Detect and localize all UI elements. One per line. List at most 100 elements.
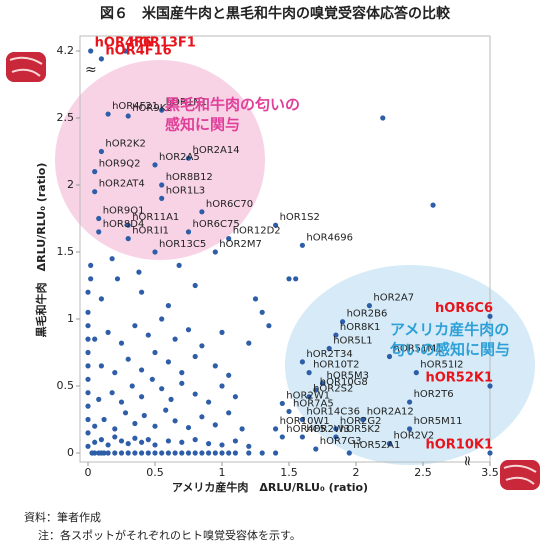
- point: [96, 215, 102, 222]
- point: [286, 276, 292, 282]
- point: [226, 450, 232, 456]
- point: [212, 422, 218, 428]
- point: [306, 370, 312, 376]
- point-label: hOR10K1: [425, 438, 493, 453]
- point: [313, 387, 319, 393]
- point: [85, 336, 91, 342]
- point-label: hOR2A12: [367, 407, 414, 418]
- point: [105, 111, 111, 117]
- point: [206, 441, 212, 447]
- point: [266, 323, 272, 329]
- point-label: hOR52K1: [425, 371, 493, 386]
- point-label: hOR9K2: [132, 103, 172, 114]
- point: [136, 269, 142, 275]
- point: [118, 450, 125, 456]
- point: [112, 426, 118, 432]
- point: [346, 450, 352, 456]
- point: [159, 316, 165, 322]
- y-tick-label: 2: [67, 178, 74, 191]
- point: [92, 336, 98, 342]
- point-label: hOR7A5: [293, 398, 334, 409]
- meat-icon: [6, 52, 46, 82]
- point-label: hOR5M3: [327, 370, 370, 381]
- point: [159, 107, 165, 113]
- point: [96, 229, 102, 235]
- point: [273, 450, 279, 456]
- point: [172, 336, 178, 342]
- note: 資料：筆者作成: [24, 510, 101, 524]
- point: [176, 262, 182, 268]
- point: [141, 412, 147, 419]
- x-tick-label: 0: [85, 466, 92, 479]
- point-label: hOR2W3: [306, 424, 350, 435]
- point: [114, 276, 121, 282]
- point: [179, 450, 185, 456]
- point: [333, 332, 339, 338]
- point: [125, 450, 131, 456]
- point: [206, 399, 212, 405]
- point: [192, 437, 198, 443]
- point-label: hOR2S2: [313, 384, 353, 395]
- point-label: hOR51M1: [394, 344, 443, 355]
- point: [366, 303, 372, 309]
- point: [199, 209, 205, 215]
- point: [199, 343, 205, 349]
- point: [101, 416, 107, 423]
- point: [98, 296, 104, 302]
- point: [85, 416, 91, 423]
- point: [159, 450, 165, 456]
- point: [273, 222, 279, 228]
- point-label: hOR4F16: [105, 43, 171, 58]
- point: [152, 349, 158, 356]
- x-tick-label: 0.5: [146, 466, 164, 479]
- y-tick-label: 2.5: [57, 111, 75, 124]
- point: [212, 450, 218, 456]
- point: [125, 236, 131, 242]
- point: [92, 450, 98, 456]
- point: [165, 450, 171, 456]
- point: [125, 222, 131, 228]
- point: [192, 450, 198, 456]
- chart-title: 図６ 米国産牛肉と黒毛和牛肉の嗅覚受容体応答の比較: [100, 5, 451, 22]
- point: [118, 340, 125, 346]
- point: [185, 229, 192, 235]
- point: [105, 442, 111, 448]
- y-axis-label: 黒毛和牛肉 ΔRLU/RLU₀ (ratio): [34, 163, 48, 338]
- point-label: hOR5M11: [414, 416, 463, 427]
- point-label: hOR6C70: [206, 199, 253, 210]
- point: [239, 426, 245, 432]
- point-label: hOR5K2: [340, 424, 380, 435]
- point-label: hOR2A14: [193, 145, 240, 156]
- point: [88, 48, 94, 54]
- point: [333, 434, 339, 440]
- point: [88, 276, 94, 282]
- point-label: hOR2A5: [159, 152, 200, 163]
- point: [192, 282, 198, 289]
- point: [360, 416, 366, 423]
- y-tick-label: 1: [67, 312, 74, 325]
- point: [152, 442, 158, 448]
- point: [333, 426, 339, 432]
- point: [226, 372, 232, 378]
- point: [112, 434, 118, 440]
- point: [101, 450, 107, 456]
- point-label: hOR7G3: [320, 436, 362, 447]
- point: [132, 435, 138, 441]
- point: [487, 450, 493, 456]
- point: [246, 340, 252, 346]
- point: [109, 390, 115, 396]
- point: [85, 390, 91, 396]
- point: [85, 403, 91, 409]
- point: [212, 363, 218, 369]
- point: [232, 394, 238, 400]
- point: [88, 262, 94, 268]
- point: [326, 345, 332, 352]
- point-label: hOR52A1: [353, 440, 400, 451]
- point-label: hOR2B6: [347, 309, 388, 320]
- point: [152, 249, 158, 255]
- point-label: hOR9Q1: [103, 206, 145, 217]
- point: [299, 434, 305, 440]
- point: [152, 162, 158, 168]
- point: [192, 353, 198, 360]
